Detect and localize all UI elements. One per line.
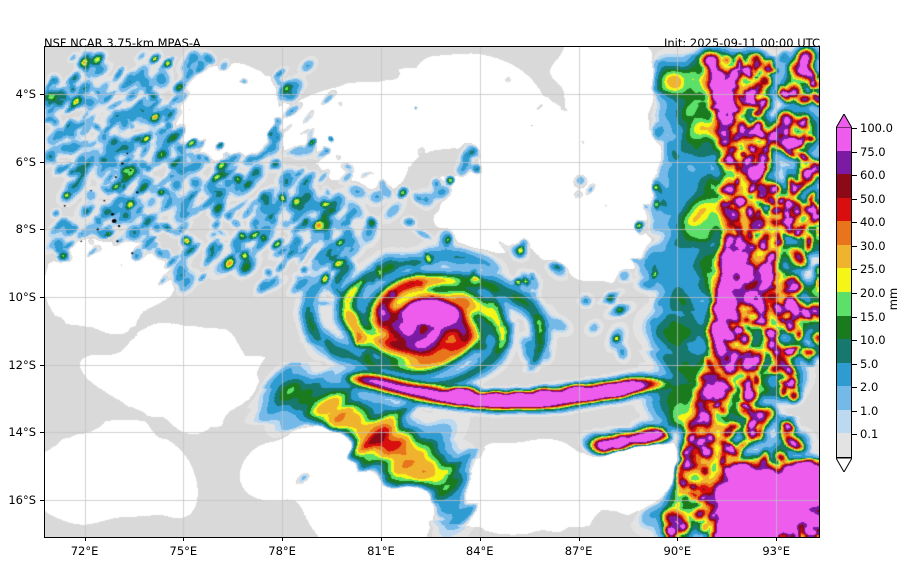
- colorbar-tick-label: 10.0: [860, 333, 886, 348]
- colorbar-tick: [852, 222, 857, 224]
- colorbar-band: [837, 362, 851, 387]
- colorbar-band: [837, 386, 851, 410]
- colorbar-band: [837, 315, 851, 340]
- x-axis-tick: [479, 537, 481, 541]
- colorbar-tick-label: 50.0: [860, 191, 886, 206]
- y-axis-label: 16°S: [8, 492, 36, 507]
- colorbar-band: [837, 221, 851, 245]
- y-axis-label: 10°S: [8, 290, 36, 305]
- x-axis-tick: [776, 537, 778, 541]
- colorbar-tick: [852, 245, 857, 247]
- colorbar-tick: [852, 151, 857, 153]
- y-axis-tick: [40, 499, 44, 501]
- colorbar-tick: [852, 363, 857, 365]
- colorbar-band: [837, 150, 851, 175]
- colorbar-tick: [852, 175, 857, 177]
- x-axis-label: 87°E: [564, 544, 593, 558]
- colorbar-band: [837, 268, 851, 292]
- x-axis-tick: [380, 537, 382, 541]
- colorbar-tick-label: 1.0: [860, 403, 879, 418]
- y-axis-label: 14°S: [8, 425, 36, 440]
- x-axis-label: 78°E: [268, 544, 296, 558]
- colorbar-tick: [852, 269, 857, 271]
- colorbar-bands: [836, 127, 852, 458]
- precipitation-map: [44, 46, 820, 538]
- colorbar-tick: [852, 387, 857, 389]
- x-axis-tick: [84, 537, 86, 541]
- colorbar-band: [837, 244, 851, 269]
- colorbar-tick: [852, 198, 857, 200]
- colorbar-tick: [852, 128, 857, 129]
- colorbar-tick: [852, 410, 857, 412]
- colorbar-band: [837, 174, 851, 198]
- colorbar-tick-label: 40.0: [860, 215, 886, 230]
- colorbar-band: [837, 292, 851, 316]
- y-axis-tick: [40, 229, 44, 231]
- colorbar-unit-label: mm: [886, 287, 900, 311]
- x-axis-label: 72°E: [70, 544, 99, 558]
- colorbar-band: [837, 197, 851, 222]
- y-axis-tick: [40, 94, 44, 96]
- colorbar-tick-label: 0.1: [860, 427, 879, 442]
- colorbar-tick-label: 20.0: [860, 286, 886, 300]
- x-axis-label: 93°E: [762, 544, 790, 558]
- y-axis-tick: [40, 297, 44, 299]
- x-axis-label: 90°E: [663, 544, 692, 558]
- colorbar: 0.1 1.0 2.0 5.0 10.0 15.0 20.0 25.0 30.0 40.0 50.0…: [836, 114, 893, 472]
- y-axis-label: 4°S: [15, 87, 36, 102]
- colorbar-tick-label: 100.0: [860, 121, 893, 135]
- colorbar-tick: [852, 316, 857, 318]
- colorbar-tick-label: 30.0: [860, 238, 886, 253]
- x-axis-tick: [578, 537, 580, 541]
- x-axis-tick: [183, 537, 185, 541]
- y-axis-label: 12°S: [8, 357, 36, 372]
- colorbar-tick-label: 25.0: [860, 262, 886, 277]
- colorbar-tick: [852, 434, 857, 436]
- colorbar-tick: [852, 293, 857, 294]
- colorbar-band: [837, 339, 851, 363]
- colorbar-tick-label: 75.0: [860, 144, 886, 159]
- x-axis-label: 84°E: [465, 544, 494, 558]
- x-axis-tick: [677, 537, 679, 541]
- colorbar-extend-up: [836, 114, 852, 128]
- y-axis-tick: [40, 364, 44, 366]
- x-axis-label: 75°E: [169, 544, 198, 558]
- x-axis-tick: [282, 537, 284, 541]
- colorbar-tick-label: 5.0: [860, 356, 879, 371]
- precipitation-field-canvas: [45, 47, 819, 537]
- colorbar-tick-label: 2.0: [860, 380, 879, 395]
- colorbar-tick-label: 15.0: [860, 309, 886, 324]
- colorbar-extend-down: [836, 458, 852, 472]
- colorbar-band: [837, 433, 851, 457]
- colorbar-tick-label: 60.0: [860, 168, 886, 183]
- colorbar-band: [837, 409, 851, 434]
- y-axis-label: 8°S: [15, 222, 36, 237]
- colorbar-band: [837, 127, 851, 151]
- x-axis-label: 81°E: [367, 544, 395, 558]
- y-axis-label: 6°S: [15, 154, 36, 169]
- colorbar-tick: [852, 340, 857, 342]
- y-axis-tick: [40, 432, 44, 434]
- y-axis-tick: [40, 161, 44, 163]
